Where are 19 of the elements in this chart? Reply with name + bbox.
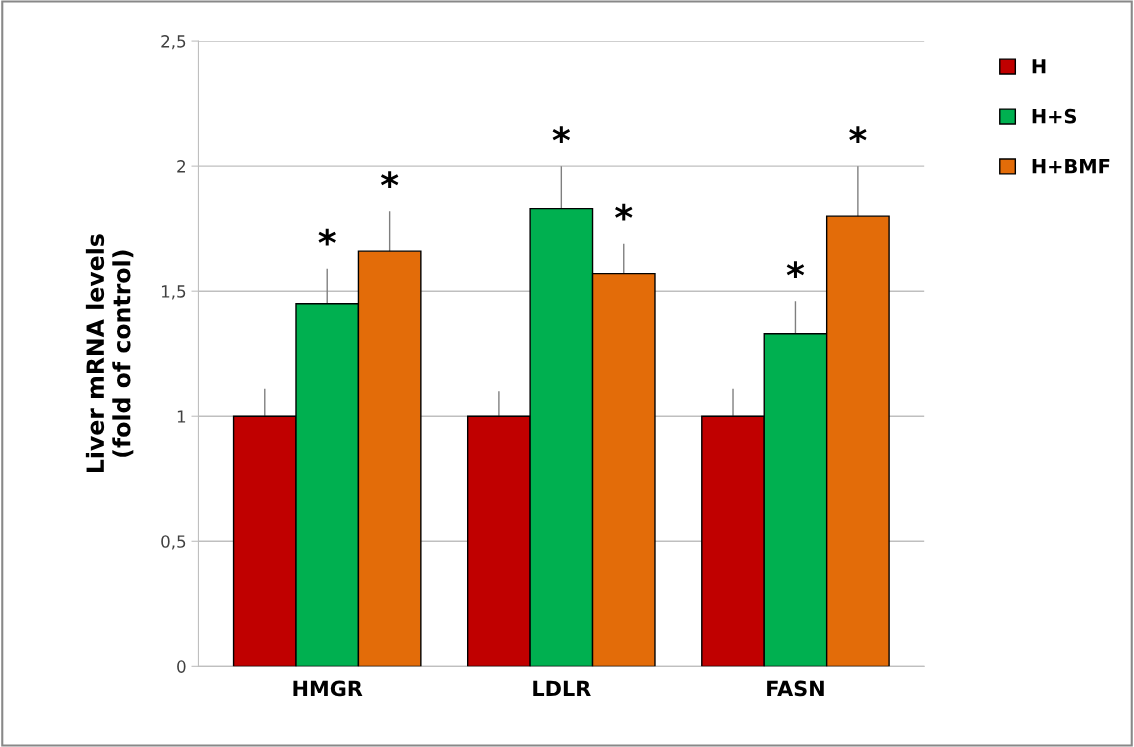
- data-label: *: [786, 261, 805, 279]
- data-label: *: [380, 171, 399, 189]
- x-tick-label: LDLR: [533, 680, 591, 697]
- y-tick-label: 2: [177, 160, 185, 173]
- data-label: *: [849, 126, 867, 144]
- legend-label: H+S: [1032, 108, 1077, 124]
- x-tick-label: FASN: [767, 680, 824, 697]
- data-label: *: [318, 228, 336, 246]
- y-axis-title: Liver mRNA levels (fold of control): [85, 234, 134, 473]
- data-label: *: [615, 203, 633, 221]
- y-tick-label: 0,5: [161, 535, 186, 550]
- legend-label: H: [1032, 59, 1046, 74]
- y-tick-label: 1: [177, 410, 186, 423]
- legend-label: H+BMF: [1032, 159, 1110, 174]
- y-tick-label: 1,5: [161, 285, 186, 300]
- x-tick-label: HMGR: [293, 680, 363, 697]
- data-label: *: [552, 126, 571, 144]
- y-tick-label: 0: [177, 660, 186, 673]
- y-tick-label: 2,5: [161, 35, 186, 50]
